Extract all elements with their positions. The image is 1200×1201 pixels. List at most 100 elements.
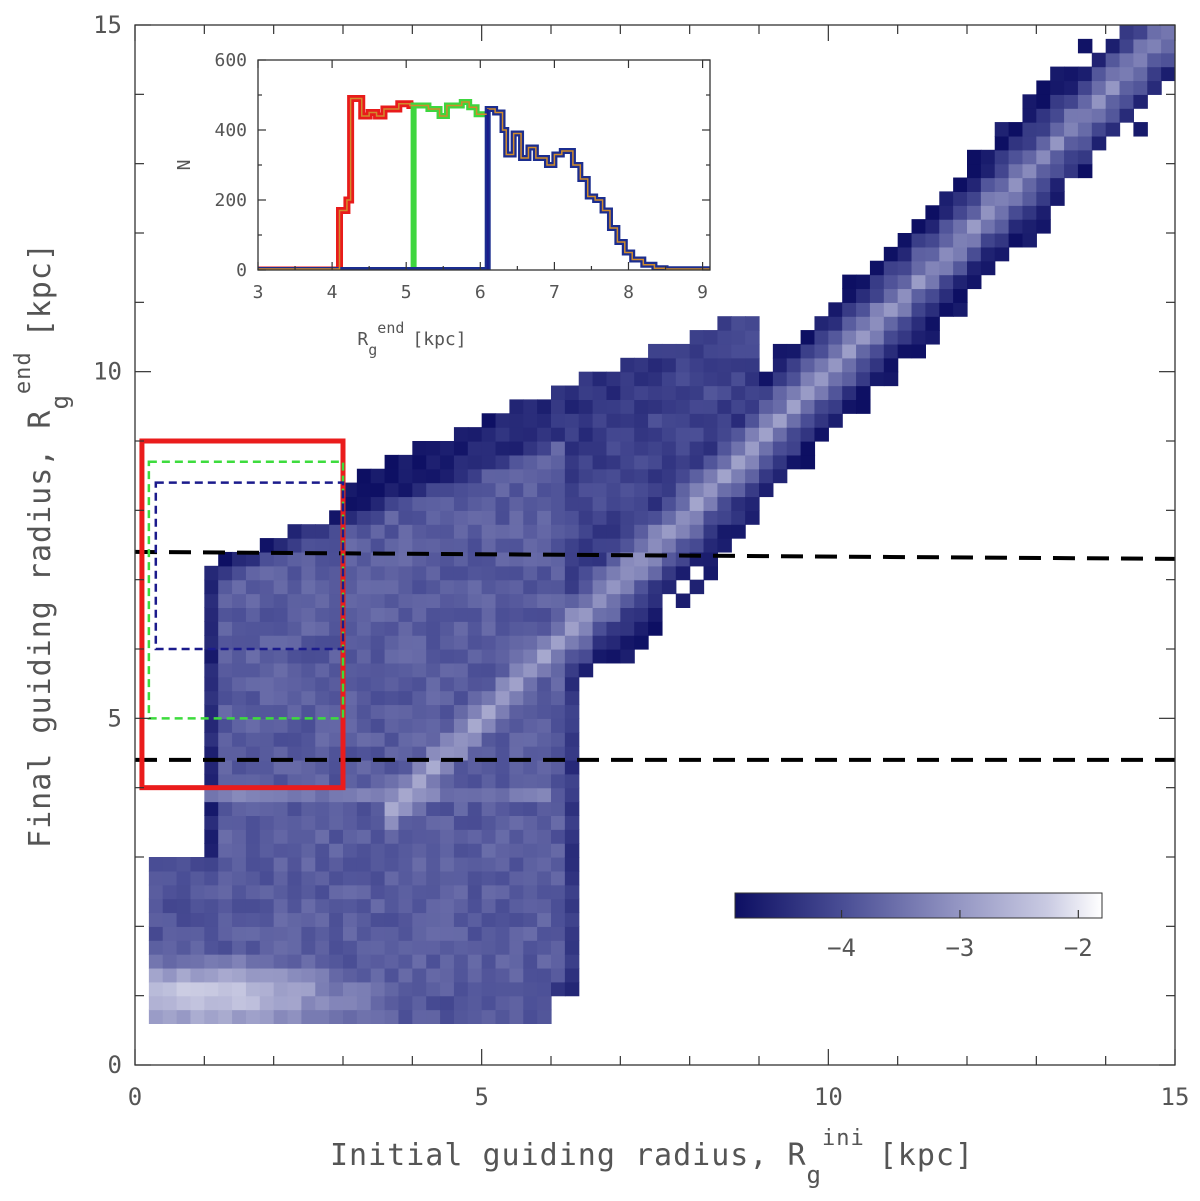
heatmap-cell [717, 371, 732, 387]
heatmap-cell [772, 454, 788, 470]
heatmap-cell [356, 787, 372, 803]
heatmap-cell [287, 829, 302, 844]
heatmap-cell [1036, 122, 1051, 137]
y-axis-label: Final guiding radius, Rgend[kpc] [11, 242, 74, 848]
heatmap-cell [232, 926, 247, 941]
heatmap-cell [190, 1009, 205, 1024]
heatmap-cell [481, 967, 497, 983]
heatmap-cell [1105, 122, 1121, 137]
heatmap-cell [911, 316, 926, 331]
heatmap-cell [412, 857, 427, 872]
heatmap-cell [301, 621, 316, 636]
heatmap-cell [356, 704, 372, 719]
heatmap-cell [759, 385, 774, 400]
heatmap-cell [190, 940, 205, 955]
heatmap-cell [883, 246, 899, 262]
heatmap-cell [398, 773, 413, 789]
heatmap-cell [509, 995, 524, 1011]
heatmap-cell [578, 427, 594, 442]
heatmap-cell [883, 371, 899, 387]
heatmap-cell [495, 579, 510, 595]
heatmap-cell [648, 510, 663, 525]
heatmap-cell [356, 926, 372, 941]
heatmap-cell [564, 427, 580, 442]
heatmap-cell [273, 815, 289, 830]
heatmap-cell [967, 149, 982, 165]
heatmap-cell [329, 884, 344, 900]
heatmap-cell [204, 1009, 219, 1024]
heatmap-cell [578, 399, 594, 414]
heatmap-cell [273, 829, 289, 844]
heatmap-cell [1105, 80, 1121, 95]
heatmap-cell [301, 551, 316, 567]
heatmap-cell [315, 815, 330, 830]
heatmap-cell [176, 857, 192, 872]
heatmap-cell [1022, 163, 1037, 179]
heatmap-cell [495, 454, 510, 470]
heatmap-cell [245, 621, 261, 636]
heatmap-cell [329, 787, 344, 803]
heatmap-cell [911, 274, 926, 290]
heatmap-cell [301, 662, 316, 678]
heatmap-cell [467, 857, 483, 872]
heatmap-cell [440, 954, 455, 969]
heatmap-cell [259, 857, 275, 872]
heatmap-cell [509, 704, 524, 719]
heatmap-cell [232, 884, 247, 900]
inset-y-tick-label: 400 [214, 120, 247, 141]
heatmap-cell [440, 621, 455, 636]
heatmap-cell [218, 662, 233, 678]
heatmap-cell [495, 607, 510, 622]
heatmap-cell [176, 884, 192, 900]
heatmap-cell [1091, 108, 1107, 123]
heatmap-cell [1161, 25, 1175, 26]
heatmap-cell [481, 441, 497, 456]
heatmap-cell [412, 940, 427, 955]
heatmap-cell [356, 857, 372, 872]
heatmap-cell [564, 801, 580, 816]
heatmap-cell [273, 898, 289, 914]
heatmap-cell [245, 690, 261, 706]
heatmap-cell [245, 607, 261, 622]
heatmap-cell [273, 967, 289, 983]
heatmap-cell [287, 981, 302, 997]
heatmap-cell [329, 662, 344, 678]
heatmap-cell [537, 538, 552, 553]
heatmap-cell [703, 343, 718, 359]
heatmap-cell [509, 593, 524, 608]
heatmap-cell [370, 857, 386, 872]
heatmap-cell [495, 884, 510, 900]
heatmap-cell [606, 593, 621, 608]
heatmap-cell [453, 662, 469, 678]
heatmap-cell [578, 468, 594, 484]
heatmap-cell [453, 524, 469, 539]
heatmap-cell [440, 662, 455, 678]
heatmap-cell [967, 233, 982, 248]
heatmap-cell [356, 954, 372, 969]
heatmap-cell [232, 676, 247, 692]
heatmap-cell [398, 898, 413, 914]
heatmap-cell [440, 704, 455, 719]
heatmap-cell [564, 912, 580, 927]
inset-x-axis-label: Rgend[kpc] [357, 319, 466, 359]
heatmap-cell [772, 427, 788, 442]
heatmap-cell [232, 843, 247, 858]
heatmap-cell [1064, 122, 1079, 137]
heatmap-cell [648, 607, 663, 622]
heatmap-cell [287, 773, 302, 789]
heatmap-cell [148, 857, 164, 872]
heatmap-cell [495, 413, 510, 428]
heatmap-cell [218, 995, 233, 1011]
heatmap-cell [509, 884, 524, 900]
heatmap-cell [148, 981, 164, 997]
heatmap-cell [634, 565, 649, 581]
heatmap-cell [467, 704, 483, 719]
heatmap-cell [703, 538, 718, 553]
heatmap-cell [287, 551, 302, 567]
heatmap-cell [218, 787, 233, 803]
heatmap-cell [232, 981, 247, 997]
heatmap-cell [523, 1009, 538, 1024]
heatmap-cell [467, 635, 483, 650]
heatmap-cell [398, 454, 413, 470]
heatmap-cell [232, 635, 247, 650]
